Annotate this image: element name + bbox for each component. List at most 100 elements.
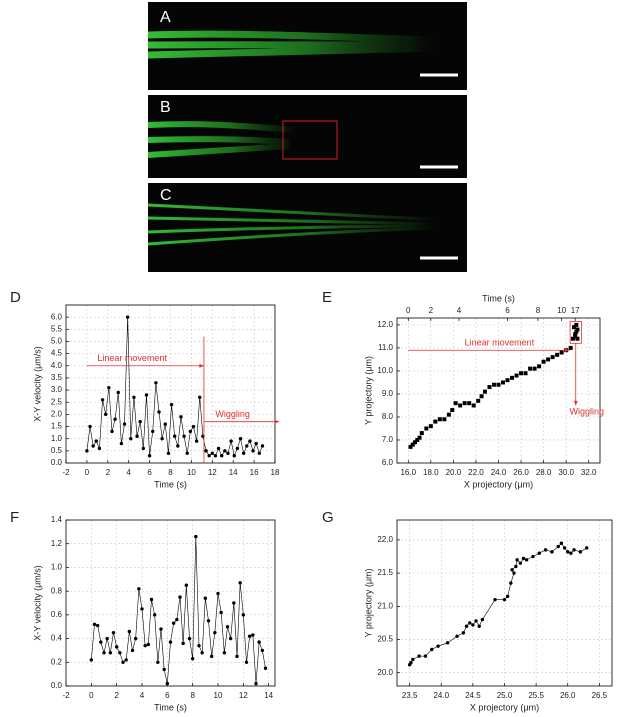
data-point <box>176 444 180 448</box>
data-point <box>190 657 195 661</box>
data-point <box>247 634 252 638</box>
data-point <box>188 429 193 434</box>
data-point <box>113 417 117 421</box>
data-point <box>121 660 125 664</box>
y-tick-label: 0.6 <box>51 610 63 619</box>
data-point <box>572 548 576 552</box>
y-tick-label: 6.0 <box>382 458 394 467</box>
data-point <box>175 617 179 622</box>
x-tick-label: 0 <box>89 691 94 700</box>
data-point <box>428 424 433 429</box>
data-point <box>550 550 554 554</box>
y-tick-label: 1.0 <box>51 563 63 572</box>
data-point <box>479 394 484 399</box>
data-point <box>446 412 451 417</box>
data-point <box>179 415 183 419</box>
plot-frame <box>396 519 613 687</box>
data-point <box>181 641 185 646</box>
data-point <box>204 449 208 453</box>
data-point <box>220 454 224 458</box>
x-tick-label: 10 <box>214 691 223 700</box>
data-point <box>241 613 246 617</box>
data-point <box>149 597 154 602</box>
data-point <box>419 431 424 436</box>
annotation: Linear movement <box>97 353 167 363</box>
x-tick-label: 30.0 <box>558 468 574 477</box>
data-point <box>187 636 192 641</box>
data-point <box>574 329 579 334</box>
x-tick-label: 12 <box>239 691 248 700</box>
data-point <box>99 640 103 644</box>
x-tick-label: 16.0 <box>400 468 416 477</box>
data-point <box>260 444 265 448</box>
data-point <box>482 389 487 394</box>
data-point <box>232 601 236 605</box>
x-axis-label: X projectory (μm) <box>470 702 539 712</box>
data-point <box>477 624 481 628</box>
y-tick-label: 5.0 <box>51 337 63 346</box>
data-point <box>222 651 227 655</box>
data-point <box>471 403 476 408</box>
x-tick-label: 18 <box>271 468 280 477</box>
x2-tick-label: 0 <box>406 306 411 315</box>
data-point <box>165 681 170 686</box>
x-axis-label: Time (s) <box>154 702 187 712</box>
data-point <box>223 449 227 453</box>
data-point <box>531 554 535 559</box>
data-point <box>216 446 221 451</box>
image-a <box>147 2 467 90</box>
y-tick-label: 5.5 <box>51 324 63 333</box>
data-point <box>569 551 573 555</box>
data-point <box>514 373 519 378</box>
data-point <box>453 401 458 406</box>
data-point <box>159 627 163 631</box>
data-point <box>260 648 265 653</box>
x-tick-label: 26.0 <box>560 691 576 700</box>
data-point <box>462 401 467 406</box>
data-point <box>226 451 230 455</box>
y-tick-label: 1.4 <box>51 515 63 524</box>
data-point <box>519 371 524 376</box>
data-point <box>524 558 529 562</box>
x-tick-label: 8 <box>190 691 195 700</box>
arrow-head <box>274 419 280 424</box>
data-point <box>182 434 186 438</box>
x-tick-label: -2 <box>62 468 70 477</box>
data-point <box>493 597 497 602</box>
data-point <box>213 454 218 458</box>
data-point <box>573 334 578 339</box>
y-tick-label: 3.0 <box>51 385 63 394</box>
y-tick-label: 11.0 <box>378 343 394 352</box>
data-point <box>487 385 492 390</box>
data-point <box>537 551 541 555</box>
data-point <box>550 355 555 360</box>
data-point <box>209 654 214 659</box>
y-axis-label: X-Y velocity (μm/s) <box>32 565 42 641</box>
y-tick-label: 4.5 <box>51 349 63 358</box>
x-tick-label: 25.0 <box>497 691 513 700</box>
data-point <box>532 366 537 371</box>
data-point <box>140 607 144 611</box>
data-point <box>162 667 166 672</box>
y-tick-label: 1.2 <box>51 539 63 548</box>
arrow-head <box>199 363 204 368</box>
y-tick-label: 2.5 <box>51 397 63 406</box>
x2-tick-label: 10 <box>557 306 566 315</box>
data-point <box>160 436 164 441</box>
data-point <box>570 336 575 341</box>
x-tick-label: 2 <box>114 691 119 700</box>
data-point <box>129 436 133 441</box>
data-point <box>97 446 102 451</box>
data-point <box>156 660 160 664</box>
data-point <box>523 371 528 376</box>
x-tick-label: 6 <box>147 468 152 477</box>
data-point <box>198 395 202 400</box>
data-point <box>130 648 135 653</box>
data-point <box>216 591 220 596</box>
data-point <box>185 451 189 455</box>
x-tick-label: 4 <box>140 691 145 700</box>
y-tick-label: 6.0 <box>51 312 63 321</box>
data-point <box>467 401 472 406</box>
data-point <box>118 651 122 655</box>
data-point <box>203 596 208 600</box>
